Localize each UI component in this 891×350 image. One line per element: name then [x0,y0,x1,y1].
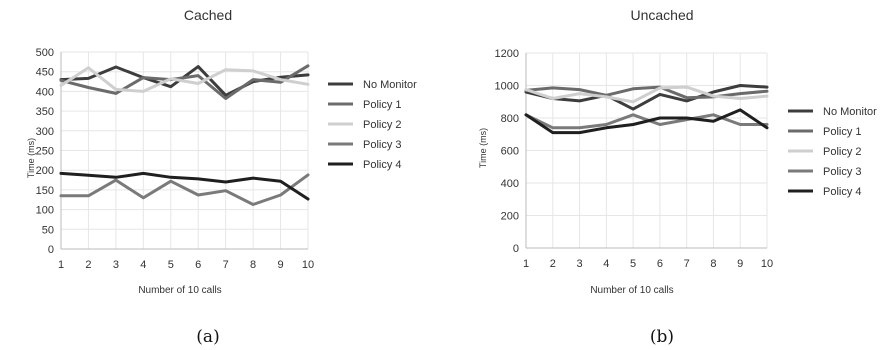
legend-item-policy-2: Policy 2 [788,146,862,158]
x-tick-label: 5 [168,259,174,271]
legend-label: Policy 3 [363,139,402,151]
y-tick-label: 600 [501,146,519,158]
y-tick-label: 800 [501,113,519,125]
series-line-policy-4 [61,173,308,199]
x-tick-label: 10 [302,259,314,271]
legend-item-policy-1: Policy 1 [328,99,402,111]
x-tick-label: 5 [630,258,636,270]
legend-item-policy-4: Policy 4 [788,186,862,198]
uncached-chart: Uncached Time (ms) Number of 10 calls 0 2… [478,7,877,347]
x-tick-label: 4 [140,259,146,271]
y-tick-label: 100 [36,205,54,217]
legend-item-policy-1: Policy 1 [788,126,862,138]
chart-title: Uncached [630,7,693,23]
y-tick-label: 400 [501,178,519,190]
x-tick-label: 3 [113,259,119,271]
x-tick-label: 10 [761,258,773,270]
legend-label: Policy 4 [823,186,862,198]
legend-item-policy-4: Policy 4 [328,159,402,171]
x-axis-label: Number of 10 calls [138,285,221,296]
x-tick-label: 6 [657,258,663,270]
x-tick-label: 9 [277,259,283,271]
y-tick-label: 1200 [495,48,519,60]
y-tick-label: 350 [36,106,54,118]
subfigure-caption: (a) [196,327,219,347]
y-tick-label: 200 [501,211,519,223]
x-tick-label: 6 [195,259,201,271]
x-tick-label: 2 [85,259,91,271]
legend-label: Policy 2 [363,119,402,131]
y-axis-label: Time (ms) [26,138,36,178]
chart-title: Cached [184,7,232,23]
x-axis-label: Number of 10 calls [590,285,673,296]
y-tick-label: 0 [48,244,54,256]
x-tick-label: 2 [550,258,556,270]
x-tick-label: 9 [737,258,743,270]
y-tick-label: 200 [36,165,54,177]
subfigure-caption: (b) [650,327,674,347]
cached-chart: Cached Time (ms) Number of 10 calls 0 50 1… [26,7,417,347]
y-tick-label: 500 [36,47,54,59]
legend-label: Policy 4 [363,159,402,171]
legend-label: Policy 2 [823,146,862,158]
legend-item-policy-3: Policy 3 [788,166,862,178]
legend-item-no-monitor: No Monitor [788,106,877,118]
x-tick-label: 3 [576,258,582,270]
x-tick-label: 8 [250,259,256,271]
x-tick-label: 1 [523,258,529,270]
y-tick-label: 0 [513,243,519,255]
legend-item-policy-3: Policy 3 [328,139,402,151]
legend-item-no-monitor: No Monitor [328,79,417,91]
x-tick-label: 7 [223,259,229,271]
y-axis-label: Time (ms) [478,128,488,168]
y-tick-label: 250 [36,146,54,158]
legend-item-policy-2: Policy 2 [328,119,402,131]
legend-label: Policy 1 [823,126,862,138]
legend-label: Policy 3 [823,166,862,178]
y-tick-label: 150 [36,185,54,197]
x-tick-label: 4 [603,258,609,270]
y-tick-label: 400 [36,86,54,98]
y-tick-label: 300 [36,126,54,138]
legend-label: No Monitor [363,79,417,91]
y-tick-label: 1000 [495,81,519,93]
x-tick-label: 8 [710,258,716,270]
y-tick-label: 450 [36,67,54,79]
legend-label: Policy 1 [363,99,402,111]
y-tick-label: 50 [42,224,54,236]
x-tick-label: 7 [684,258,690,270]
legend-label: No Monitor [823,106,877,118]
x-tick-label: 1 [58,259,64,271]
